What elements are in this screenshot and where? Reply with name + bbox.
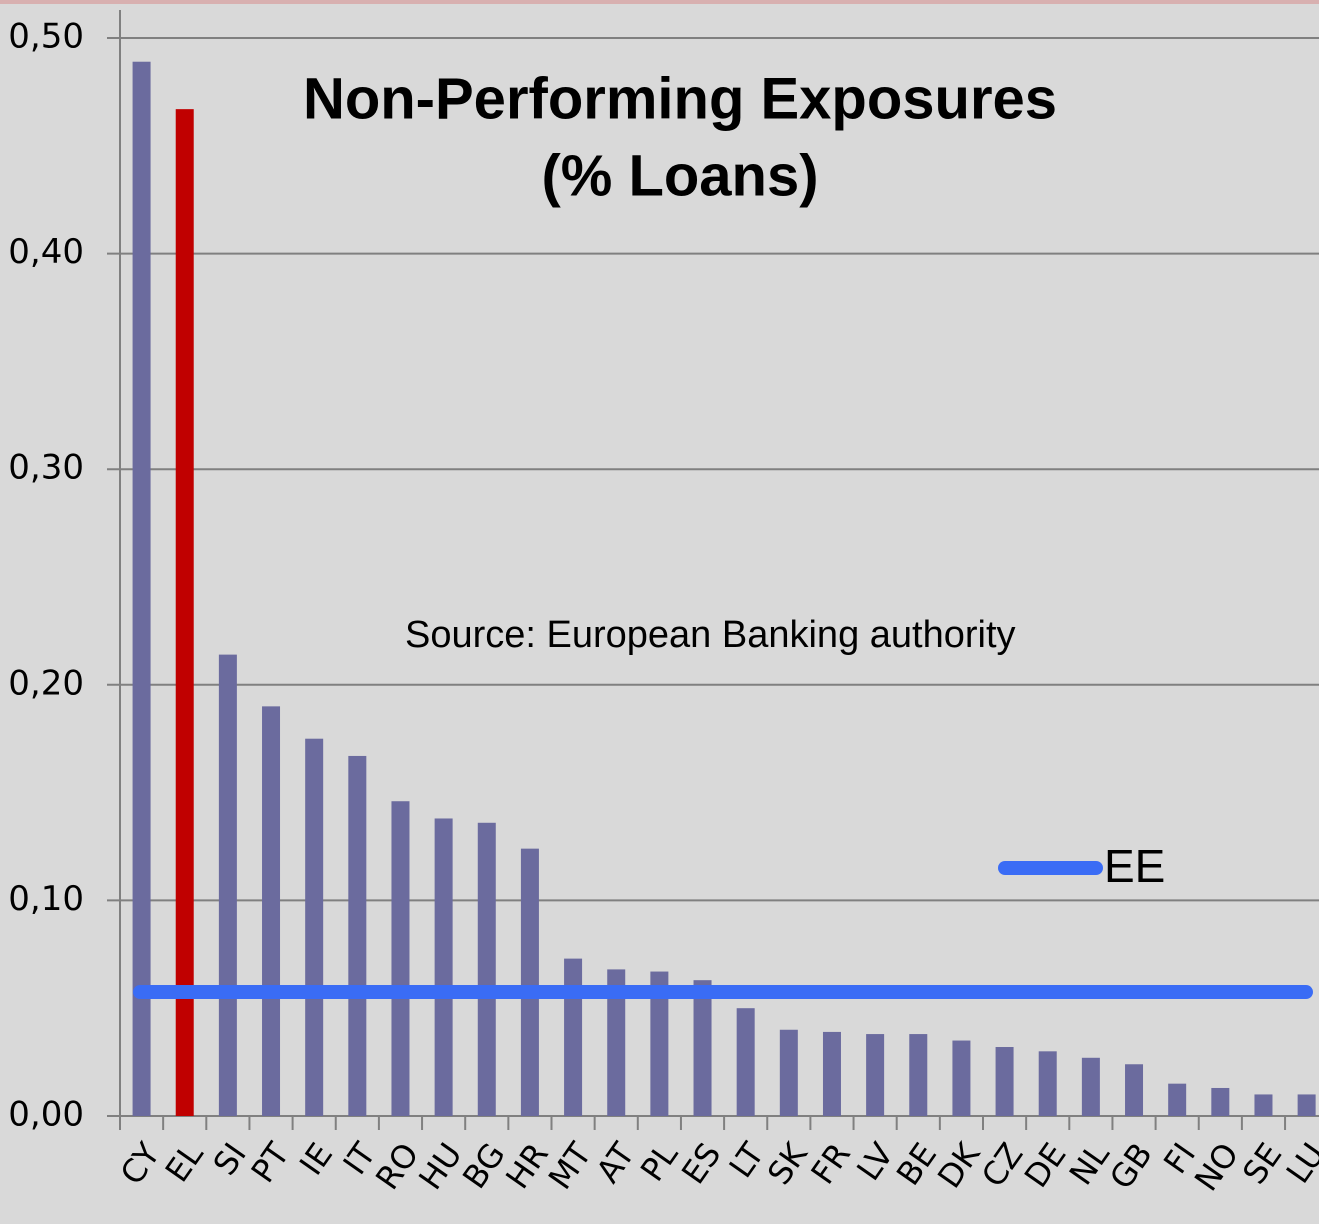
bar xyxy=(262,706,281,1116)
bar xyxy=(1081,1057,1100,1116)
y-tick-label: 0,30 xyxy=(8,448,84,488)
y-tick-label: 0,00 xyxy=(8,1095,84,1135)
bar xyxy=(564,958,583,1116)
bar xyxy=(1038,1051,1057,1116)
bar xyxy=(348,755,367,1116)
bar xyxy=(434,818,453,1116)
bar xyxy=(305,738,324,1116)
bar xyxy=(822,1031,841,1116)
bar xyxy=(779,1029,798,1116)
bar xyxy=(1125,1064,1144,1116)
y-tick-label: 0,10 xyxy=(8,879,84,919)
bar xyxy=(520,848,539,1116)
bar xyxy=(995,1047,1014,1116)
y-tick-label: 0,40 xyxy=(8,232,84,272)
bar xyxy=(909,1034,928,1116)
bar xyxy=(1297,1094,1316,1116)
bar xyxy=(391,801,410,1116)
y-tick-label: 0,20 xyxy=(8,663,84,703)
y-tick-label: 0,50 xyxy=(8,17,84,57)
bar xyxy=(175,109,194,1116)
chart-title: (% Loans) xyxy=(541,143,818,208)
bar xyxy=(477,822,496,1116)
bar xyxy=(1168,1083,1187,1116)
bar xyxy=(607,969,626,1116)
bar xyxy=(218,654,237,1116)
chart-title: Non-Performing Exposures xyxy=(303,66,1057,131)
bar xyxy=(693,980,712,1116)
legend-label: EE xyxy=(1104,840,1165,892)
bar xyxy=(736,1008,755,1116)
bar xyxy=(1254,1094,1273,1116)
bar xyxy=(1211,1087,1230,1116)
bar xyxy=(866,1034,885,1116)
bar xyxy=(650,971,669,1116)
bar xyxy=(132,61,151,1117)
bar xyxy=(952,1040,971,1116)
annotation: Source: European Banking authority xyxy=(405,614,1016,656)
